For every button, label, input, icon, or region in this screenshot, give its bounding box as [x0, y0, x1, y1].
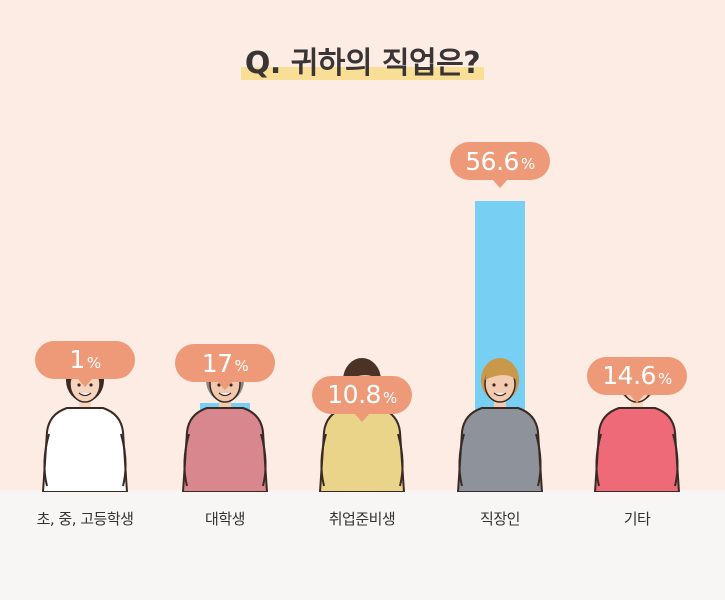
- category-label-3: 직장인: [480, 510, 520, 528]
- chart-title-text: Q. 귀하의 직업은?: [244, 46, 481, 81]
- value-label-1: 17: [201, 348, 233, 378]
- person-illustration-2: [318, 358, 406, 492]
- value-label-3: 56.6: [465, 146, 519, 176]
- value-bubble-3: 56.6%: [450, 142, 550, 189]
- value-bubble-0: 1%: [35, 340, 135, 387]
- value-unit-4: %: [657, 369, 672, 388]
- value-bubble-4: 14.6%: [587, 356, 687, 403]
- person-illustration-3: [456, 358, 544, 492]
- value-bubble-2: 10.8%: [312, 375, 412, 422]
- category-label-0: 초, 중, 고등학생: [36, 510, 134, 528]
- value-unit-0: %: [86, 353, 101, 372]
- category-label-1: 대학생: [205, 510, 245, 528]
- value-label-0: 1: [69, 345, 85, 375]
- category-label-2: 취업준비생: [328, 510, 396, 528]
- value-bubble-1: 17%: [175, 344, 275, 391]
- value-unit-2: %: [382, 388, 397, 407]
- value-label-4: 14.6: [602, 361, 656, 391]
- value-unit-3: %: [520, 155, 535, 174]
- chart-title: Q. 귀하의 직업은?: [240, 44, 485, 84]
- floor-band: [0, 490, 725, 600]
- value-label-2: 10.8: [327, 380, 381, 410]
- category-label-4: 기타: [623, 510, 651, 528]
- value-unit-1: %: [234, 357, 249, 376]
